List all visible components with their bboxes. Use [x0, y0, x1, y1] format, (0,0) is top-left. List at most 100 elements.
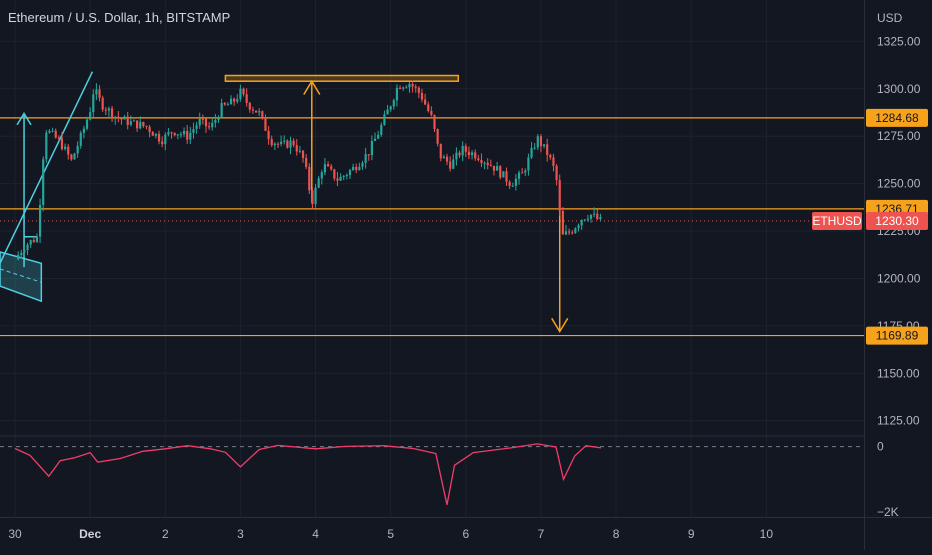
candle-body — [170, 132, 173, 134]
candle-body — [492, 165, 496, 171]
candle-body — [571, 232, 574, 234]
candle-body — [267, 130, 270, 140]
candle-body — [470, 152, 474, 156]
candle-body — [85, 119, 89, 129]
drawing-annotations — [0, 71, 569, 334]
candle-body — [352, 166, 355, 171]
candle-body — [186, 130, 189, 140]
candle-body — [195, 125, 198, 130]
candle-body — [298, 150, 301, 152]
candle-body — [236, 99, 239, 102]
candle-body — [192, 129, 195, 133]
x-tick-label: 30 — [8, 527, 22, 541]
candle-body — [214, 119, 217, 123]
candle-body — [245, 94, 248, 103]
arrow-head — [551, 317, 569, 334]
candle-body — [549, 155, 552, 158]
level-price-text: 1284.68 — [875, 111, 919, 125]
y-tick-label: 1325.00 — [877, 34, 921, 48]
candle-body — [367, 154, 370, 156]
candle-body — [593, 213, 596, 215]
candle-body — [558, 180, 561, 211]
channel-pattern[interactable] — [0, 251, 43, 303]
candle-body — [226, 104, 229, 106]
candle-body — [442, 156, 445, 159]
candle-body — [474, 152, 477, 159]
x-tick-label: 4 — [312, 527, 319, 541]
candle-body — [70, 154, 73, 160]
candle-body — [276, 143, 280, 145]
candle-body — [333, 169, 336, 179]
trend-line[interactable] — [0, 71, 94, 264]
candle-body — [54, 130, 57, 138]
candle-body — [283, 140, 286, 142]
candle-body — [23, 249, 26, 253]
candle-body — [64, 146, 67, 150]
candle-body — [530, 147, 533, 158]
candle-body — [254, 110, 258, 113]
candle-body — [73, 153, 76, 160]
candle-body — [330, 166, 333, 170]
channel-midline — [0, 268, 42, 283]
candle-body — [583, 219, 586, 221]
candle-body — [151, 132, 154, 136]
price-axis: 1325.001300.001275.001250.001225.001200.… — [877, 34, 921, 427]
candle-body — [486, 162, 489, 166]
candle-body — [223, 103, 226, 105]
candle-body — [148, 126, 151, 133]
arrow-head — [303, 79, 321, 95]
candle-body — [521, 172, 524, 174]
candle-body — [420, 92, 424, 100]
candle-body — [67, 146, 70, 155]
x-tick-label: 5 — [387, 527, 394, 541]
y-tick-label: 1275.00 — [877, 129, 921, 143]
candle-body — [182, 130, 186, 135]
indicator-line — [14, 443, 602, 505]
candle-body — [377, 134, 380, 139]
candle-body — [411, 83, 414, 87]
candle-body — [326, 164, 330, 167]
candle-body — [568, 231, 571, 233]
candle-body — [536, 136, 539, 148]
candle-body — [445, 156, 449, 162]
candle-body — [392, 100, 395, 107]
candle-body — [167, 132, 170, 135]
candle-body — [176, 134, 179, 136]
candle-body — [355, 166, 358, 171]
candle-body — [439, 143, 442, 159]
candle-body — [45, 132, 48, 160]
candle-body — [92, 94, 95, 113]
candle-body — [26, 244, 29, 250]
candle-body — [596, 213, 599, 220]
candle-body — [336, 178, 339, 181]
candle-body — [458, 152, 461, 156]
candle-body — [107, 108, 111, 111]
candle-body — [89, 112, 92, 120]
candle-body — [292, 140, 295, 146]
candle-body — [373, 138, 377, 142]
candle-body — [539, 136, 543, 147]
candle-body — [248, 102, 251, 110]
candle-body — [496, 166, 499, 171]
candle-body — [395, 87, 399, 101]
candle-body — [261, 111, 264, 118]
candle-body — [129, 121, 132, 125]
candle-body — [464, 145, 467, 152]
candle-body — [561, 210, 564, 235]
resistance-box[interactable] — [224, 74, 460, 82]
candle-body — [417, 87, 420, 93]
candle-body — [139, 122, 142, 129]
candle-body — [20, 252, 23, 255]
candle-body — [60, 138, 64, 150]
candle-body — [270, 139, 273, 146]
y-tick-label: 1150.00 — [877, 366, 920, 380]
level-price-tag — [866, 326, 928, 345]
candle-body — [142, 122, 145, 126]
candle-body — [211, 122, 214, 128]
candle-body — [389, 106, 392, 110]
arrow-head — [16, 112, 32, 126]
candle-body — [258, 111, 261, 113]
candle-body — [342, 175, 345, 177]
